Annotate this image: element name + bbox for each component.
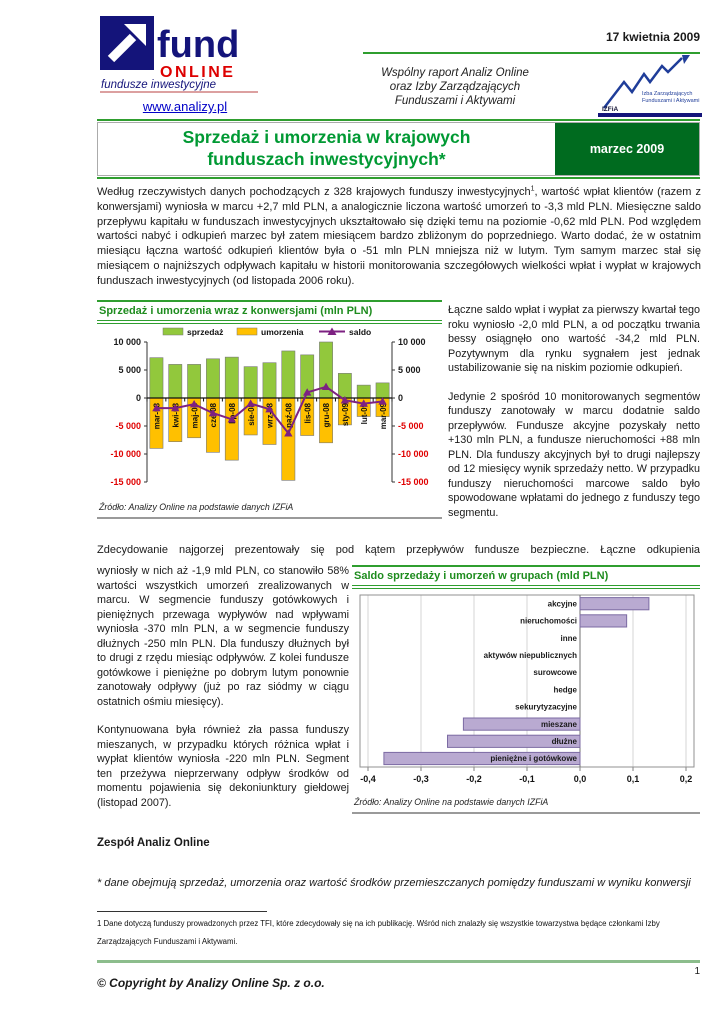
line-chart-icon (603, 55, 690, 109)
svg-text:sie-08: sie-08 (247, 402, 256, 425)
svg-text:saldo: saldo (349, 327, 371, 337)
svg-text:0: 0 (136, 393, 141, 403)
brand-online: ONLINE (160, 64, 235, 81)
svg-text:sprzedaż: sprzedaż (187, 327, 223, 337)
chart1-source: Źródło: Analizy Online na podstawie dany… (97, 502, 442, 519)
footnote-ref: 1 (530, 185, 535, 193)
svg-text:maj-08: maj-08 (190, 402, 199, 428)
svg-text:lip-08: lip-08 (228, 402, 237, 423)
svg-text:-5 000: -5 000 (115, 421, 141, 431)
svg-text:-10 000: -10 000 (398, 449, 429, 459)
chart-group-balance-section: Saldo sprzedaży i umorzeń w grupach (mld… (352, 565, 700, 814)
svg-text:-5 000: -5 000 (398, 421, 424, 431)
report-date: 17 kwietnia 2009 (605, 30, 700, 44)
svg-text:wrz-08: wrz-08 (266, 402, 275, 428)
svg-text:-0,1: -0,1 (519, 774, 535, 784)
svg-text:surowcowe: surowcowe (533, 668, 577, 677)
left-column: wyniosły w nich aż -1,9 mld PLN, co stan… (97, 564, 349, 865)
svg-text:umorzenia: umorzenia (261, 327, 304, 337)
chart1-title: Sprzedaż i umorzenia wraz z konwersjami … (97, 300, 442, 324)
izfia-caption-1: Izba Zarządzających (642, 91, 692, 97)
arrow-icon (107, 24, 146, 63)
fund-online-logo: fund ONLINE fundusze inwestycyjne (100, 16, 270, 96)
period-badge: marzec 2009 (555, 123, 699, 175)
analizy-link[interactable]: www.analizy.pl (142, 99, 228, 114)
svg-text:dłużne: dłużne (552, 737, 578, 746)
svg-text:hedge: hedge (553, 685, 577, 694)
svg-text:-0,2: -0,2 (466, 774, 482, 784)
fund-online-logo-graphic: fund ONLINE fundusze inwestycyjne (100, 16, 258, 93)
intro-paragraph: Według rzeczywistych danych pochodzących… (97, 185, 701, 287)
page-number: 1 (694, 966, 700, 977)
svg-text:paź-08: paź-08 (285, 402, 294, 427)
footnote-1: 1 Dane dotyczą funduszy prowadzonych prz… (97, 919, 660, 946)
chart2-title: Saldo sprzedaży i umorzeń w grupach (mld… (352, 565, 700, 589)
right-column: Łączne saldo wpłat i wypłat za pierwszy … (448, 303, 700, 534)
signature: Zespół Analiz Online (97, 837, 210, 849)
header-divider (363, 52, 700, 54)
izfia-abbr: IZFiA (602, 106, 619, 113)
svg-text:0,2: 0,2 (680, 774, 693, 784)
page-title: Sprzedaż i umorzenia w krajowych fundusz… (182, 127, 471, 169)
header-subtitle: Wspólny raport Analiz Online oraz Izby Z… (381, 67, 529, 107)
svg-text:mieszane: mieszane (541, 720, 578, 729)
svg-text:nieruchomości: nieruchomości (520, 617, 577, 626)
svg-text:inne: inne (561, 634, 578, 643)
svg-text:0: 0 (398, 393, 403, 403)
chart1-bar-line-chart: 10 000 10 000 5 000 5 000 0 0 -5 000 -5 000 -10 … (110, 327, 429, 487)
izfia-bar (598, 113, 702, 117)
svg-text:lis-08: lis-08 (303, 402, 312, 423)
svg-text:-0,3: -0,3 (413, 774, 429, 784)
svg-text:sekurytyzacyjne: sekurytyzacyjne (515, 703, 577, 712)
svg-text:sty-09: sty-09 (341, 402, 350, 426)
chart2-source: Źródło: Analizy Online na podstawie dany… (352, 797, 700, 814)
left-paragraph-2: Kontynuowana była również zła passa fund… (97, 724, 349, 809)
brand-fund: fund (157, 24, 239, 66)
izfia-logo: Izba Zarządzających Funduszami i Aktywam… (598, 54, 702, 118)
svg-text:5 000: 5 000 (398, 365, 421, 375)
title-block: Sprzedaż i umorzenia w krajowych fundusz… (97, 119, 700, 179)
lead-line: Zdecydowanie najgorzej prezentowały się … (97, 544, 700, 556)
izfia-logo-graphic: Izba Zarządzających Funduszami i Aktywam… (598, 55, 702, 117)
footer-divider (97, 960, 700, 963)
title-row: Sprzedaż i umorzenia w krajowych fundusz… (97, 122, 700, 176)
svg-text:0,1: 0,1 (627, 774, 640, 784)
right-paragraph-2: Jedynie 2 spośród 10 monitorowanych segm… (448, 390, 700, 519)
svg-text:-0,4: -0,4 (360, 774, 376, 784)
copyright: © Copyright by Analizy Online Sp. z o.o. (97, 976, 325, 990)
svg-text:-15 000: -15 000 (110, 477, 141, 487)
svg-text:gru-08: gru-08 (322, 402, 331, 427)
svg-text:5 000: 5 000 (118, 365, 141, 375)
right-paragraph-1: Łączne saldo wpłat i wypłat za pierwszy … (448, 304, 700, 374)
svg-text:mar-09: mar-09 (379, 402, 388, 429)
svg-text:0,0: 0,0 (574, 774, 587, 784)
svg-text:lut-09: lut-09 (360, 402, 369, 424)
asterisk-note: * dane obejmują sprzedaż, umorzenia oraz… (97, 877, 691, 889)
chart2-horizontal-bar-chart: -0,4 -0,3 -0,2 -0,1 0,0 0,1 0,2 akcyjne nierucho… (359, 594, 695, 784)
svg-text:kwi-08: kwi-08 (171, 402, 180, 427)
svg-text:-10 000: -10 000 (110, 449, 141, 459)
svg-text:aktywów niepublicznych: aktywów niepublicznych (484, 651, 577, 660)
left-paragraph-1: wyniosły w nich aż -1,9 mld PLN, co stan… (97, 565, 349, 708)
svg-text:akcyjne: akcyjne (548, 599, 578, 608)
chart-sales-redemptions-section: Sprzedaż i umorzenia wraz z konwersjami … (97, 300, 442, 519)
svg-text:pieniężne i gotówkowe: pieniężne i gotówkowe (490, 754, 577, 763)
logo-tagline: fundusze inwestycyjne (101, 79, 216, 91)
svg-text:10 000: 10 000 (113, 337, 141, 347)
svg-text:10 000: 10 000 (398, 337, 426, 347)
svg-text:mar-08: mar-08 (153, 402, 162, 429)
footnote-rule (97, 911, 267, 912)
svg-text:-15 000: -15 000 (398, 477, 429, 487)
izfia-caption-2: Funduszami i Aktywami (642, 98, 699, 104)
